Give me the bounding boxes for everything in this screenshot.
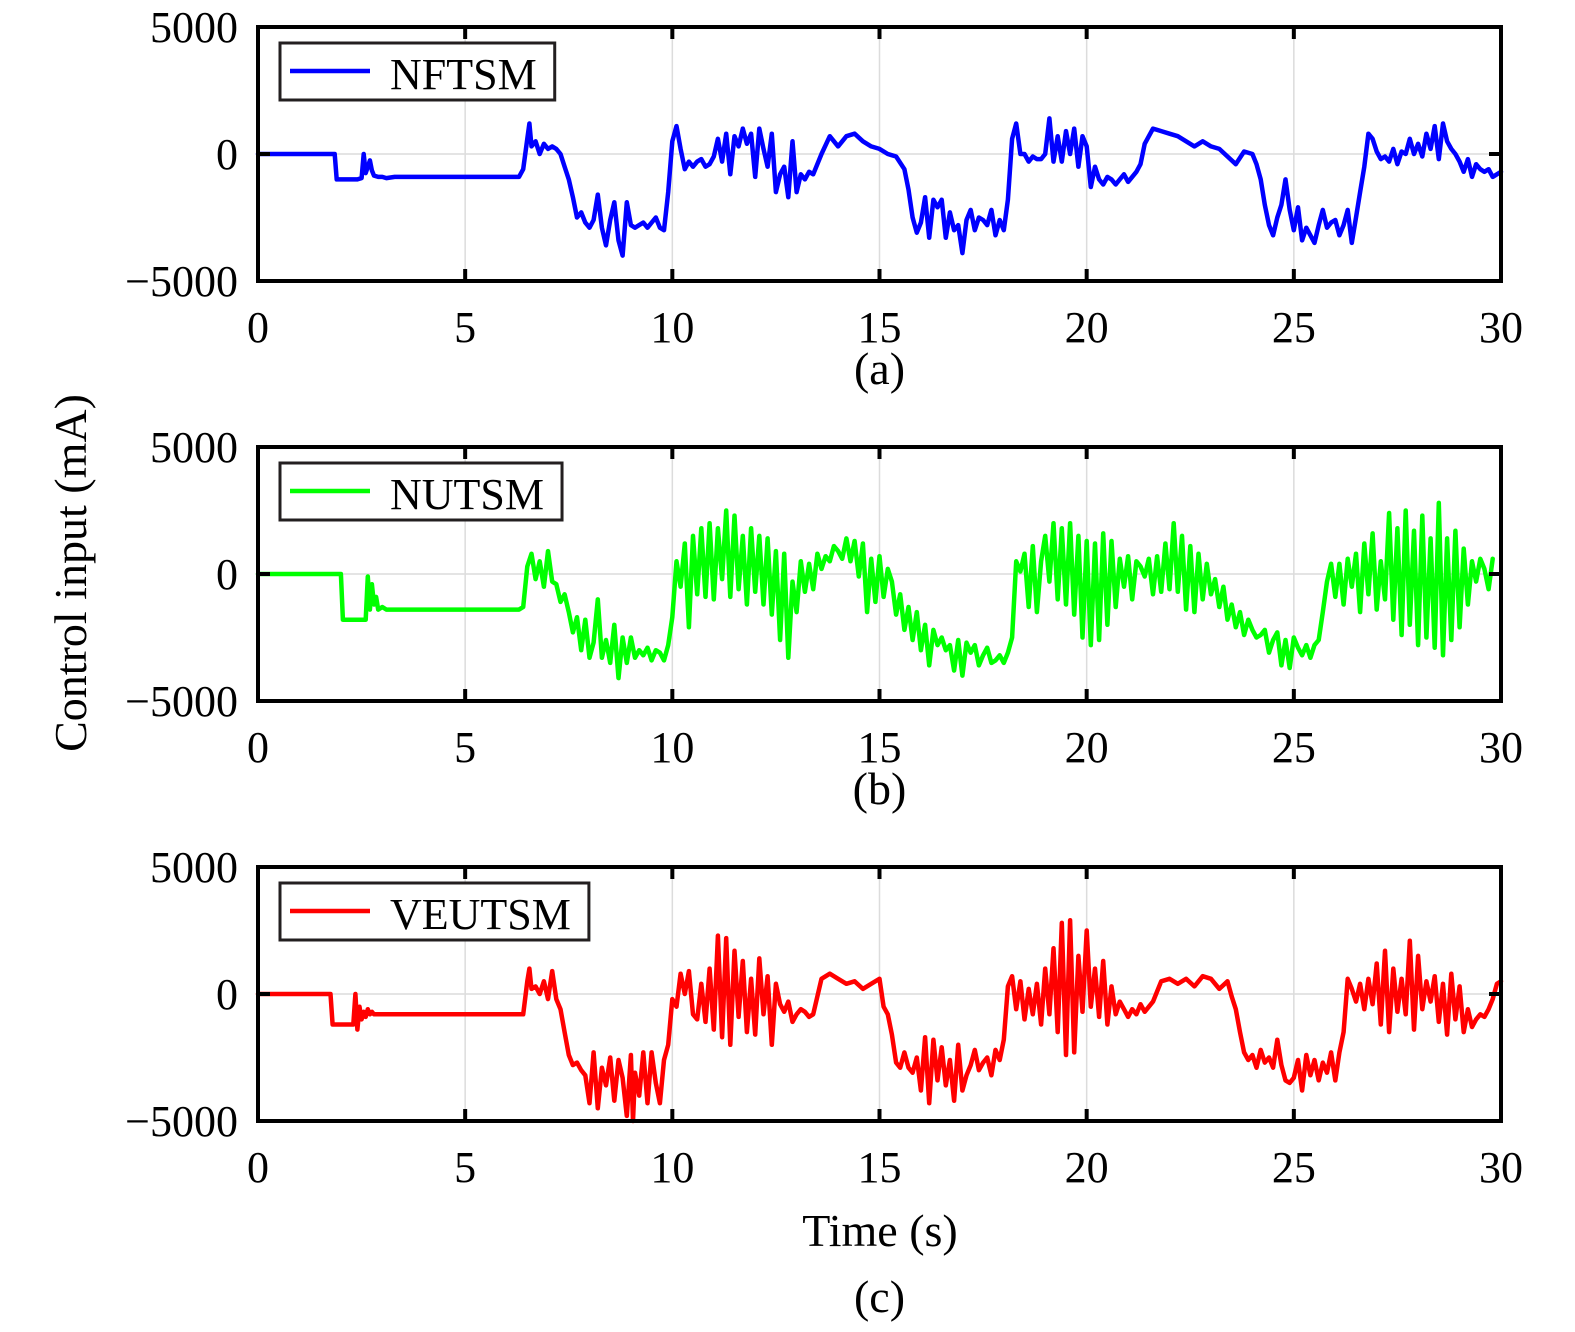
series-line-nutsm <box>255 500 1495 681</box>
y-tick-label: 5000 <box>150 423 238 472</box>
y-tick-label: −5000 <box>125 677 238 726</box>
panel-caption: (c) <box>854 1271 905 1322</box>
y-tick-label: 0 <box>216 970 238 1019</box>
x-tick-label: 5 <box>454 303 476 352</box>
x-tick-label: 25 <box>1272 723 1316 772</box>
series-line-veutsm <box>255 918 1504 1124</box>
y-tick-label: −5000 <box>125 1097 238 1146</box>
legend-label: NFTSM <box>390 50 537 99</box>
x-tick-label: 10 <box>650 303 694 352</box>
x-axis-label: Time (s) <box>802 1205 958 1256</box>
y-tick-label: −5000 <box>125 257 238 306</box>
legend: NUTSM <box>278 461 564 522</box>
legend-label: VEUTSM <box>390 890 571 939</box>
series-line-nftsm <box>255 116 1504 258</box>
x-tick-label: 15 <box>858 723 902 772</box>
panel-caption: (a) <box>854 343 905 394</box>
x-tick-label: 30 <box>1479 303 1523 352</box>
x-tick-label: 20 <box>1065 723 1109 772</box>
x-tick-label: 25 <box>1272 1143 1316 1192</box>
x-tick-label: 20 <box>1065 1143 1109 1192</box>
x-tick-label: 0 <box>247 1143 269 1192</box>
y-axis-label: Control input (mA) <box>45 394 96 752</box>
panel-caption: (b) <box>853 763 907 814</box>
x-tick-label: 20 <box>1065 303 1109 352</box>
legend-box <box>278 461 564 522</box>
y-tick-label: 0 <box>216 550 238 599</box>
legend-label: NUTSM <box>390 470 544 519</box>
x-tick-label: 0 <box>247 303 269 352</box>
y-tick-label: 5000 <box>150 3 238 52</box>
x-tick-label: 30 <box>1479 723 1523 772</box>
x-tick-label: 25 <box>1272 303 1316 352</box>
x-tick-label: 15 <box>858 303 902 352</box>
x-tick-label: 15 <box>858 1143 902 1192</box>
x-tick-label: 0 <box>247 723 269 772</box>
y-tick-label: 5000 <box>150 843 238 892</box>
x-tick-label: 10 <box>650 1143 694 1192</box>
legend: VEUTSM <box>278 881 591 942</box>
x-tick-label: 5 <box>454 723 476 772</box>
x-tick-label: 10 <box>650 723 694 772</box>
x-tick-label: 5 <box>454 1143 476 1192</box>
legend: NFTSM <box>278 41 557 102</box>
x-tick-label: 30 <box>1479 1143 1523 1192</box>
y-tick-label: 0 <box>216 130 238 179</box>
